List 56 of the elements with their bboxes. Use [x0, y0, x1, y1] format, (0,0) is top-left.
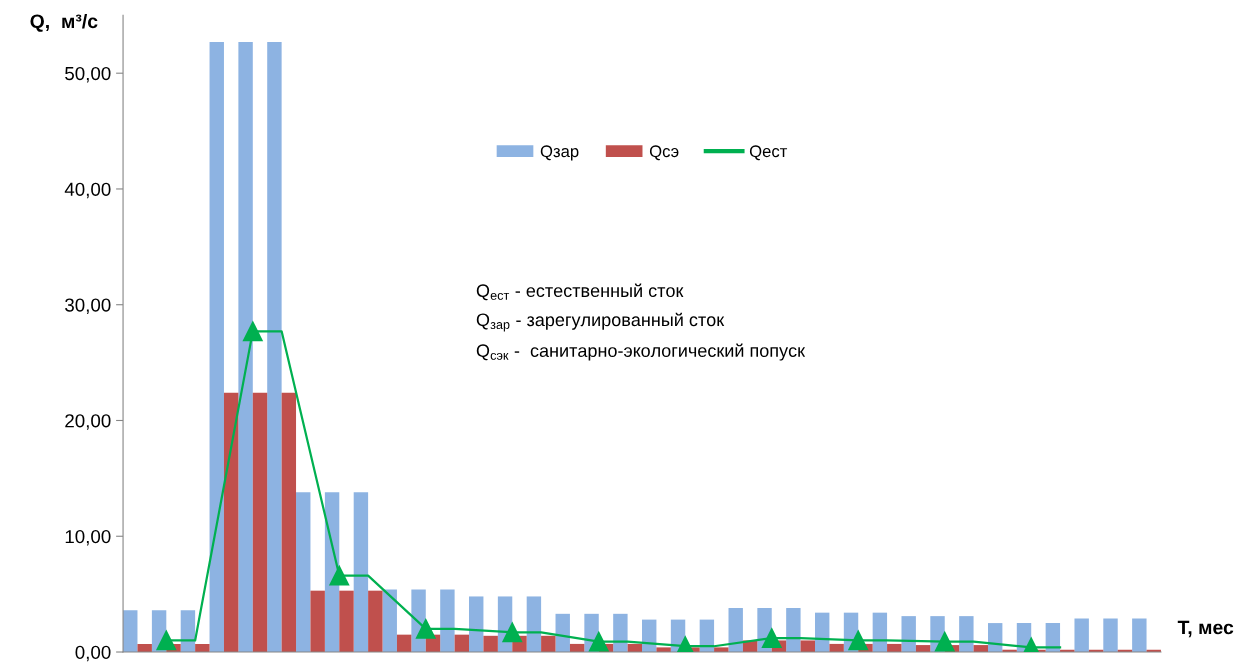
annotation: Q$_{сэк}$ - санитарно-экологический попуск — [476, 343, 806, 361]
bar — [396, 634, 412, 653]
bar — [541, 635, 556, 653]
bar — [137, 643, 152, 653]
bar — [901, 616, 916, 653]
point — [156, 630, 177, 651]
bar — [209, 41, 224, 653]
bar — [296, 492, 311, 653]
bar — [469, 596, 484, 653]
bar — [368, 590, 383, 653]
bar — [728, 608, 743, 653]
legend-label: Qзар — [540, 145, 579, 161]
y-axis-title: Q, м³/с — [30, 13, 98, 32]
y-tick-label: 0,00 — [75, 645, 111, 662]
bar — [656, 647, 671, 653]
bar — [800, 640, 815, 653]
y-tick-label: 30,00 — [65, 298, 111, 314]
point — [588, 631, 609, 652]
bar — [1074, 618, 1089, 653]
bar — [786, 608, 801, 653]
bar — [714, 647, 729, 653]
point — [502, 622, 523, 643]
bar — [1132, 618, 1147, 653]
point — [848, 630, 869, 651]
bar — [353, 492, 369, 653]
annotation: Q$_{зар}$ - зарегулированный сток — [476, 312, 725, 332]
bar — [382, 589, 397, 653]
y-tick-label: 20,00 — [65, 414, 111, 430]
bar — [454, 634, 470, 653]
bar — [252, 392, 268, 653]
bar — [613, 613, 628, 653]
point — [242, 321, 263, 342]
bar — [267, 41, 282, 653]
bar — [959, 616, 974, 653]
bar — [238, 41, 253, 653]
bar — [526, 596, 542, 653]
bar — [281, 392, 297, 653]
point — [415, 618, 436, 639]
y-tick-label: 40,00 — [64, 182, 111, 199]
legend-label: Qсэ — [649, 145, 679, 161]
bar — [223, 392, 239, 653]
bar — [483, 635, 498, 653]
point — [934, 631, 955, 652]
x-axis-title: T, мес — [1177, 620, 1234, 638]
bar — [1103, 618, 1118, 653]
bar — [829, 643, 844, 653]
bar — [440, 589, 455, 653]
y-tick-label: 50,00 — [65, 66, 111, 83]
bar — [195, 643, 210, 653]
bar — [310, 590, 325, 653]
bar — [339, 590, 354, 653]
y-tick-label: 10,00 — [65, 529, 111, 546]
legend-label: Qест — [749, 145, 788, 161]
point — [761, 628, 782, 648]
annotation: Q$_{ест}$ - естественный сток — [476, 283, 684, 301]
point — [329, 565, 350, 586]
